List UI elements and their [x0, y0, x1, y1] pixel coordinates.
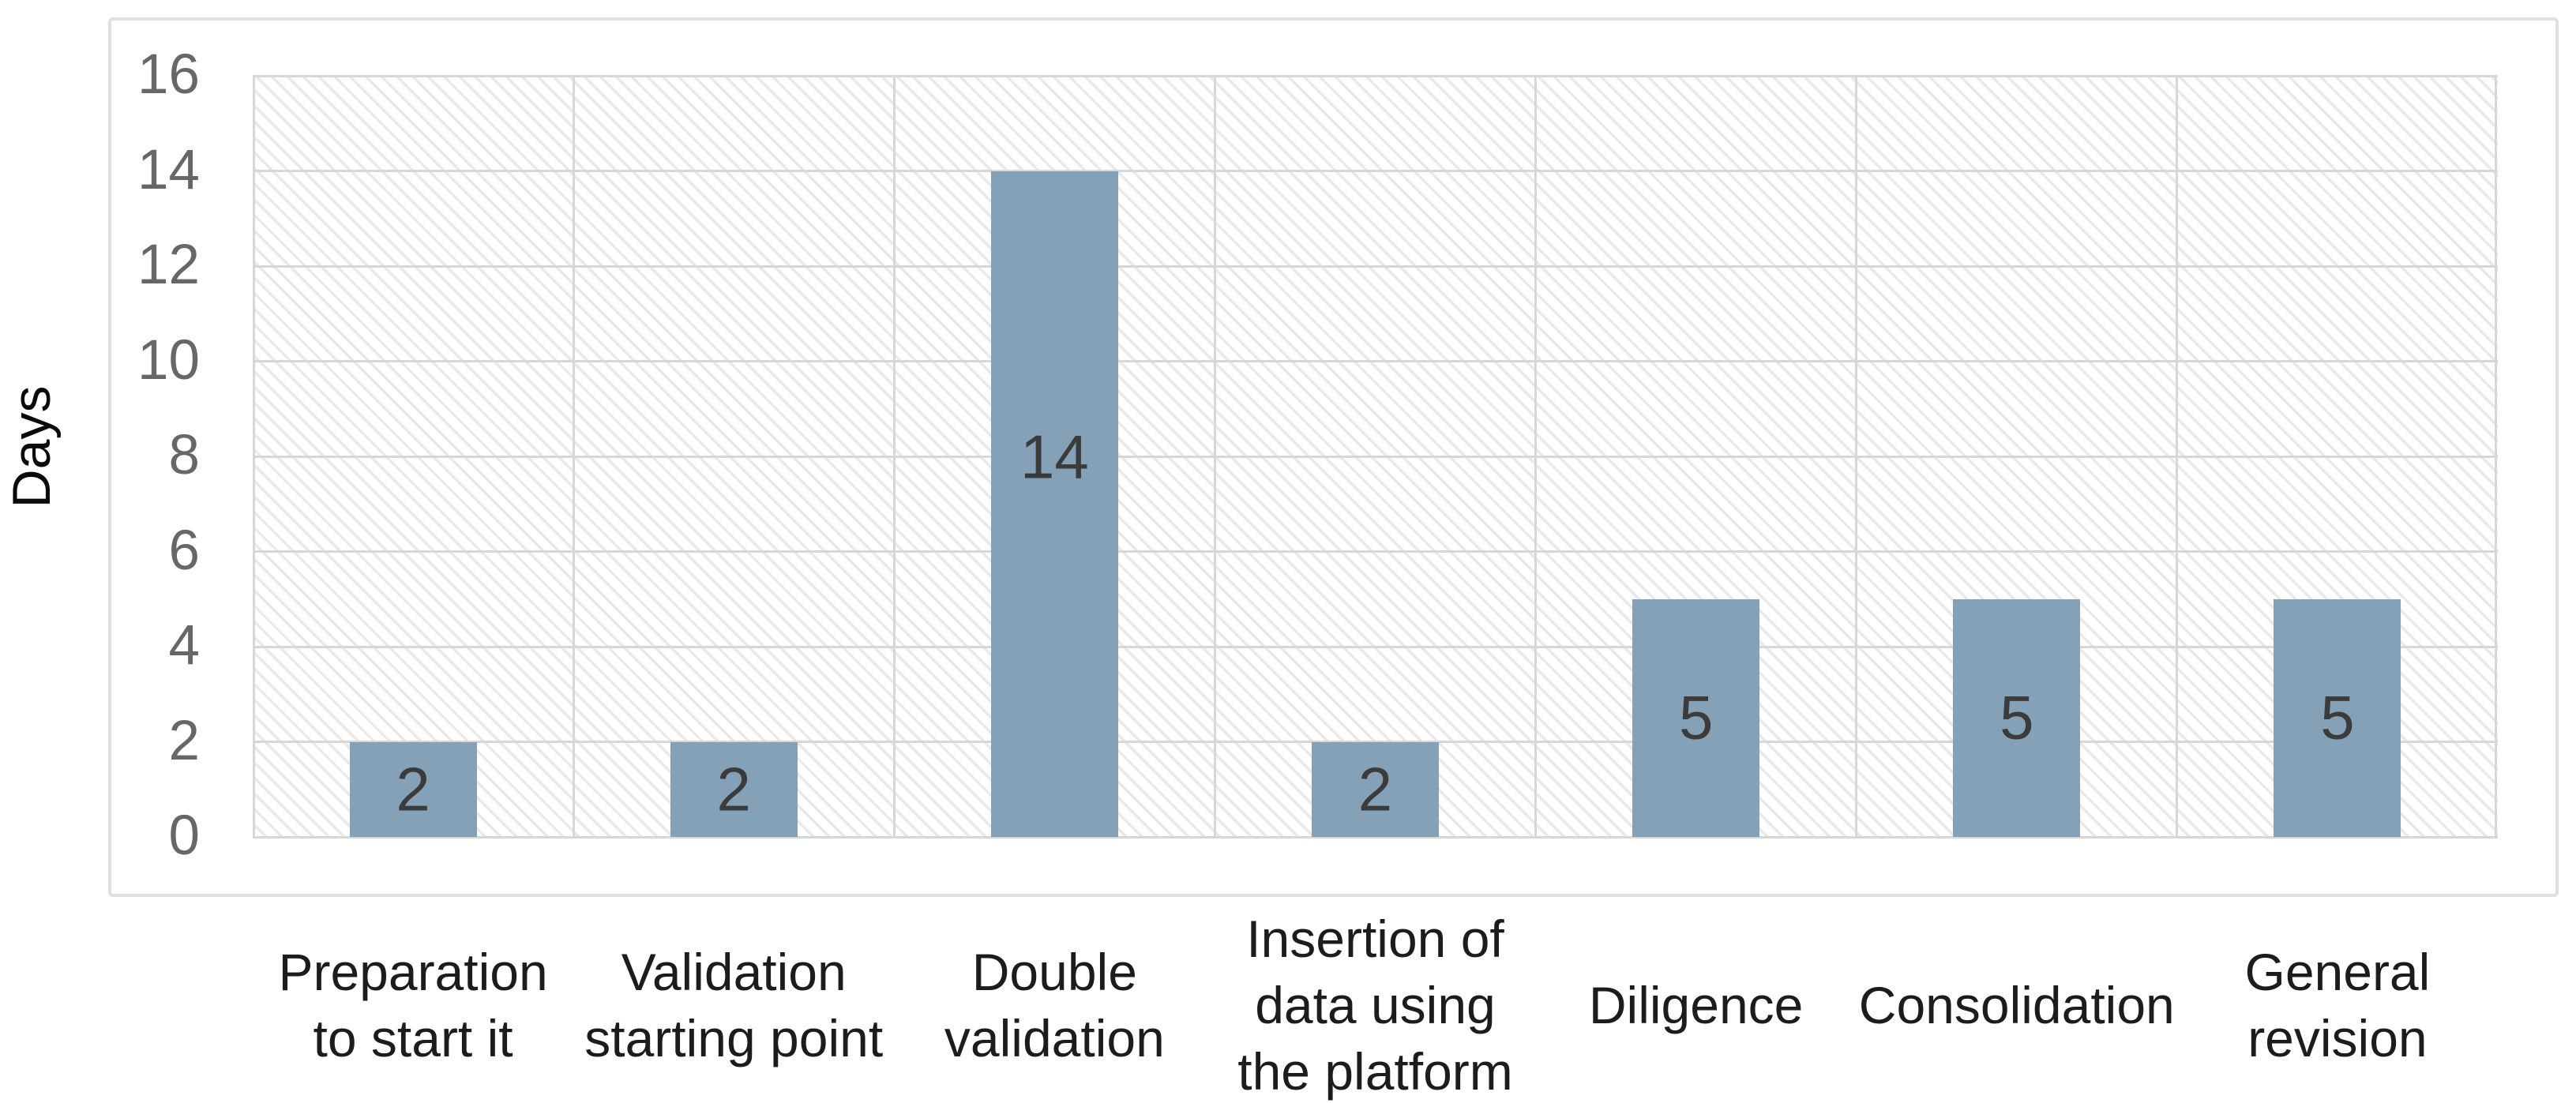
bar-value-label: 2 [1357, 754, 1393, 824]
x-category-label: Preparation to start it [278, 943, 548, 1067]
x-category-label: Double validation [944, 943, 1165, 1067]
gridline-horizontal [253, 550, 2498, 553]
x-category-label: Validation starting point [584, 943, 884, 1067]
bar-value-label: 5 [2320, 682, 2355, 752]
gridline-vertical [892, 76, 896, 837]
x-category-label: Insertion of data using the platform [1237, 910, 1513, 1101]
x-category-label: General revision [2244, 943, 2431, 1067]
y-tick-label: 14 [137, 138, 200, 201]
y-tick-label: 0 [168, 804, 201, 867]
y-tick-label: 2 [168, 709, 201, 772]
gridline-horizontal [253, 645, 2498, 648]
x-category-label: Consolidation [1858, 976, 2175, 1035]
gridline-vertical [1534, 76, 1538, 837]
y-tick-label: 8 [168, 423, 201, 486]
gridline-horizontal [253, 264, 2498, 268]
gridline-horizontal [253, 170, 2498, 172]
gridline-vertical [2176, 76, 2179, 837]
bar [1312, 741, 1439, 837]
y-tick-label: 6 [168, 519, 201, 582]
bar-value-label: 14 [1020, 422, 1089, 492]
gridline-horizontal [253, 360, 2498, 362]
gridline-horizontal [253, 455, 2498, 458]
gridline-vertical [1213, 76, 1216, 837]
bar [1953, 598, 2081, 837]
gridline-vertical [1855, 76, 1858, 837]
y-tick-label: 10 [137, 328, 200, 392]
plot-area: 2 2 14 2 5 5 5 [253, 74, 2498, 839]
y-axis-title: Days [2, 385, 62, 508]
y-tick-label: 16 [137, 43, 200, 106]
gridline-vertical [2494, 76, 2497, 837]
bar [670, 741, 798, 837]
bar-value-label: 5 [2000, 682, 2034, 752]
gridline-horizontal [253, 74, 2498, 77]
bar-value-label: 5 [1678, 682, 1714, 752]
bar [349, 741, 477, 837]
bar-value-label: 2 [716, 754, 751, 824]
x-category-label: Diligence [1588, 976, 1804, 1035]
bar [990, 171, 1118, 837]
gridline-vertical [572, 76, 575, 837]
bar [1632, 598, 1760, 837]
bar-value-label: 2 [396, 754, 430, 824]
gridline-vertical [253, 76, 255, 837]
y-tick-label: 12 [137, 233, 200, 296]
y-tick-label: 4 [168, 613, 201, 677]
bar [2274, 598, 2401, 837]
gridline-horizontal [253, 835, 2498, 839]
